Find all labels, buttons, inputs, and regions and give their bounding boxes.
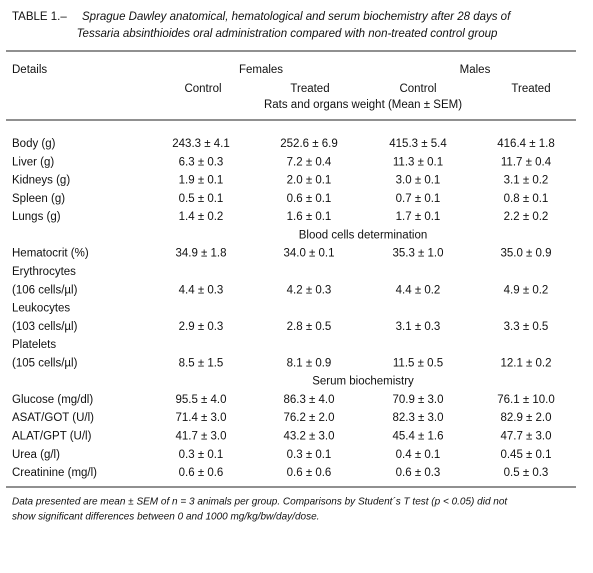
- cell: 8.5 ± 1.5: [179, 357, 224, 369]
- cell: 415.3 ± 5.4: [389, 138, 447, 150]
- cell: 76.2 ± 2.0: [283, 412, 334, 424]
- row-label: (106 cells/µl): [12, 284, 78, 296]
- cell: 0.3 ± 0.1: [287, 449, 332, 461]
- cell: 86.3 ± 4.0: [283, 394, 334, 406]
- row-label: Urea (g/l): [12, 449, 60, 461]
- cell: 4.9 ± 0.2: [504, 284, 549, 296]
- footnote: show significant differences between 0 a…: [12, 512, 319, 523]
- row-label: Leukocytes: [12, 303, 70, 315]
- cell: 7.2 ± 0.4: [287, 156, 332, 168]
- cell: 70.9 ± 3.0: [392, 394, 443, 406]
- cell: 45.4 ± 1.6: [392, 431, 443, 443]
- column-header: Control: [184, 83, 221, 95]
- cell: 1.4 ± 0.2: [179, 211, 224, 223]
- cell: 1.9 ± 0.1: [179, 175, 224, 187]
- cell: 6.3 ± 0.3: [179, 156, 224, 168]
- cell: 0.8 ± 0.1: [504, 193, 549, 205]
- cell: 12.1 ± 0.2: [500, 357, 551, 369]
- title-line: Tessaria absinthioides oral administrati…: [77, 28, 498, 40]
- cell: 11.3 ± 0.1: [393, 156, 443, 168]
- cell: 82.3 ± 3.0: [392, 412, 443, 424]
- row-label: Hematocrit (%): [12, 248, 89, 260]
- row-label: (105 cells/µl): [12, 357, 78, 369]
- cell: 2.8 ± 0.5: [287, 321, 332, 333]
- cell: 3.1 ± 0.3: [396, 321, 441, 333]
- cell: 0.6 ± 0.3: [396, 467, 441, 479]
- group-header: Males: [460, 64, 491, 76]
- cell: 0.6 ± 0.6: [179, 467, 224, 479]
- row-label: Liver (g): [12, 156, 54, 168]
- row-label: (103 cells/µl): [12, 321, 78, 333]
- cell: 2.0 ± 0.1: [287, 175, 332, 187]
- cell: 0.3 ± 0.1: [179, 449, 224, 461]
- cell: 252.6 ± 6.9: [280, 138, 337, 150]
- row-label: ALAT/GPT (U/l): [12, 431, 92, 443]
- cell: 2.2 ± 0.2: [504, 211, 549, 223]
- cell: 0.5 ± 0.3: [504, 467, 549, 479]
- cell: 243.3 ± 4.1: [172, 138, 229, 150]
- cell: 0.6 ± 0.1: [287, 193, 332, 205]
- footnote: Data presented are mean ± SEM of n = 3 a…: [12, 496, 508, 508]
- cell: 11.5 ± 0.5: [393, 357, 443, 369]
- section-header: Rats and organs weight (Mean ± SEM): [264, 99, 462, 111]
- cell: 41.7 ± 3.0: [175, 431, 226, 443]
- row-label: ASAT/GOT (U/l): [12, 412, 94, 424]
- cell: 4.4 ± 0.2: [396, 284, 441, 296]
- cell: 95.5 ± 4.0: [175, 394, 226, 406]
- cell: 34.0 ± 0.1: [283, 248, 334, 260]
- title-line: Sprague Dawley anatomical, hematological…: [82, 11, 512, 23]
- cell: 0.5 ± 0.1: [179, 193, 224, 205]
- table-label: TABLE 1.–: [12, 11, 67, 23]
- cell: 43.2 ± 3.0: [283, 431, 334, 443]
- row-label: Spleen (g): [12, 193, 65, 205]
- row-label: Kidneys (g): [12, 175, 70, 187]
- row-label: Glucose (mg/dl): [12, 394, 93, 406]
- header-details: Details: [12, 64, 47, 76]
- cell: 82.9 ± 2.0: [500, 412, 551, 424]
- cell: 8.1 ± 0.9: [287, 357, 332, 369]
- row-label: Lungs (g): [12, 211, 61, 223]
- column-header: Control: [399, 83, 436, 95]
- column-header: Treated: [511, 83, 550, 95]
- cell: 47.7 ± 3.0: [500, 431, 551, 443]
- cell: 34.9 ± 1.8: [175, 248, 226, 260]
- cell: 0.6 ± 0.6: [287, 467, 332, 479]
- cell: 35.3 ± 1.0: [392, 248, 443, 260]
- row-label: Body (g): [12, 138, 56, 150]
- section-header: Blood cells determination: [299, 229, 428, 241]
- cell: 4.2 ± 0.3: [287, 284, 332, 296]
- cell: 3.0 ± 0.1: [396, 175, 441, 187]
- cell: 3.1 ± 0.2: [504, 175, 549, 187]
- cell: 1.7 ± 0.1: [396, 211, 441, 223]
- cell: 3.3 ± 0.5: [504, 321, 549, 333]
- row-label: Erythrocytes: [12, 266, 76, 278]
- group-header: Females: [239, 64, 283, 76]
- cell: 0.4 ± 0.1: [396, 449, 441, 461]
- cell: 2.9 ± 0.3: [179, 321, 224, 333]
- cell: 11.7 ± 0.4: [501, 156, 552, 168]
- row-label: Platelets: [12, 339, 56, 351]
- section-header: Serum biochemistry: [312, 376, 414, 388]
- cell: 1.6 ± 0.1: [287, 211, 332, 223]
- cell: 76.1 ± 10.0: [497, 394, 554, 406]
- row-label: Creatinine (mg/l): [12, 467, 97, 479]
- cell: 416.4 ± 1.8: [497, 138, 554, 150]
- cell: 35.0 ± 0.9: [500, 248, 551, 260]
- column-header: Treated: [290, 83, 329, 95]
- cell: 71.4 ± 3.0: [175, 412, 226, 424]
- cell: 4.4 ± 0.3: [179, 284, 224, 296]
- cell: 0.45 ± 0.1: [500, 449, 551, 461]
- cell: 0.7 ± 0.1: [396, 193, 441, 205]
